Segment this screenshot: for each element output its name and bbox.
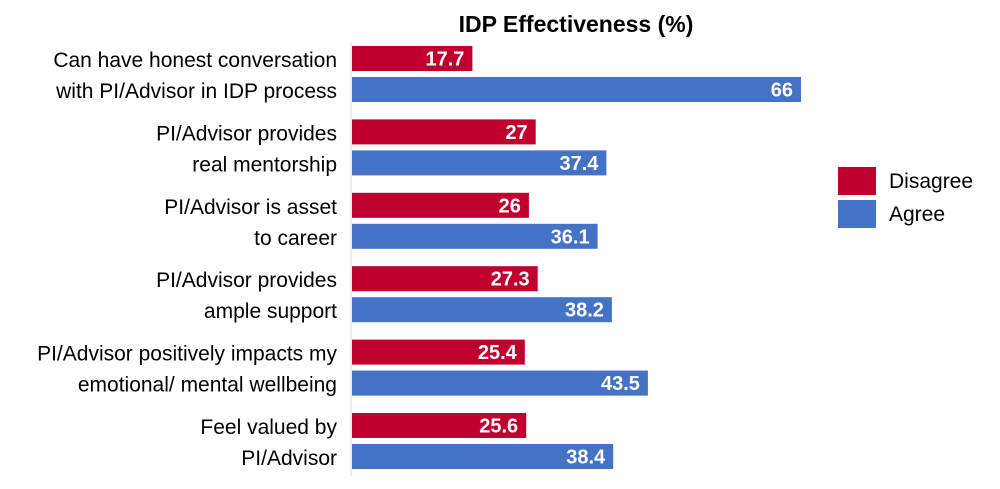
category-label-5-line-1: PI/Advisor positively impacts my	[37, 343, 337, 366]
bar-disagree-3	[352, 192, 529, 218]
category-labels: Can have honest conversation with PI/Advi…	[37, 49, 337, 470]
category-label-3-line-1: PI/Advisor is asset	[164, 196, 337, 219]
bar-agree-2	[352, 150, 607, 176]
bar-disagree-6	[352, 413, 527, 438]
category-label-2-line-2: real mentorship	[192, 153, 337, 176]
legend-swatch-agree	[838, 200, 876, 228]
category-label-1-line-1: Can have honest conversation	[53, 49, 337, 72]
data-label-agree-1: 66	[771, 80, 793, 102]
category-label-5-line-2: emotional/ mental wellbeing	[78, 374, 337, 397]
data-label-agree-4: 38.2	[565, 300, 604, 322]
data-label-disagree-4: 27.3	[491, 269, 530, 291]
category-label-4-line-1: PI/Advisor provides	[156, 269, 337, 292]
category-label-4-line-2: ample support	[204, 300, 337, 323]
bar-disagree-1	[352, 46, 473, 71]
bar-agree-5	[352, 370, 648, 396]
bar-disagree-2	[352, 119, 536, 145]
data-label-agree-2: 37.4	[559, 153, 599, 175]
legend-label-disagree: Disagree	[889, 170, 973, 193]
bar-agree-1	[352, 77, 801, 102]
category-label-1-line-2: with PI/Advisor in IDP process	[55, 80, 337, 103]
data-label-disagree-5: 25.4	[478, 342, 518, 364]
bars-layer: 17.7 66 27 37.4 26 36.1 27.3 38.2 25.4 43.5 25.6 38…	[352, 46, 801, 469]
data-label-disagree-2: 27	[505, 122, 527, 144]
data-label-disagree-1: 17.7	[425, 49, 464, 71]
bar-agree-4	[352, 297, 612, 323]
category-label-6-line-1: Feel valued by	[200, 416, 337, 439]
legend: Disagree Agree	[838, 167, 973, 228]
bar-agree-3	[352, 223, 598, 249]
category-label-2-line-1: PI/Advisor provides	[156, 122, 337, 145]
data-label-agree-5: 43.5	[601, 373, 640, 395]
bar-disagree-4	[352, 266, 538, 292]
category-label-6-line-2: PI/Advisor	[241, 447, 337, 470]
data-label-disagree-3: 26	[499, 195, 521, 217]
legend-label-agree: Agree	[889, 203, 945, 226]
data-label-agree-6: 38.4	[566, 447, 606, 469]
category-label-3-line-2: to career	[254, 227, 337, 250]
bar-disagree-5	[352, 339, 525, 365]
bar-agree-6	[352, 444, 614, 469]
legend-swatch-disagree	[838, 167, 876, 195]
data-label-disagree-6: 25.6	[479, 416, 518, 438]
data-label-agree-3: 36.1	[551, 226, 590, 248]
chart-title: IDP Effectiveness (%)	[459, 11, 694, 37]
